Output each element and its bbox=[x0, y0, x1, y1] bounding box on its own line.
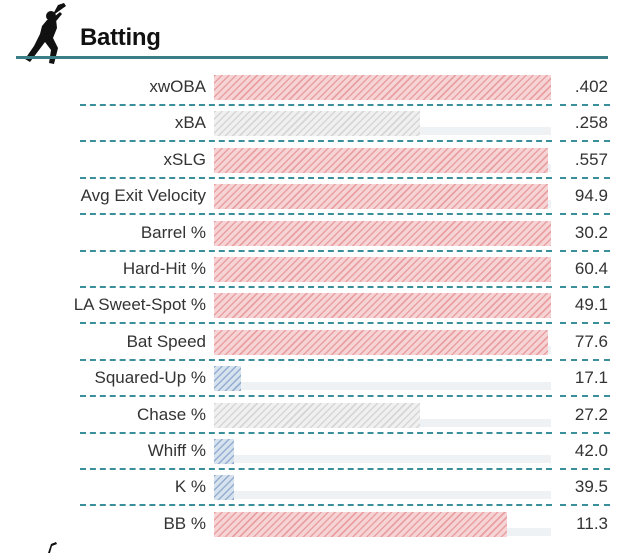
row-divider bbox=[80, 176, 552, 179]
metric-label: Hard-Hit % bbox=[122, 259, 206, 278]
metric-label: Barrel % bbox=[140, 222, 206, 242]
row-divider bbox=[560, 468, 610, 470]
metric-row: Bat Speed 77.6 bbox=[0, 325, 628, 361]
metric-bar bbox=[214, 257, 551, 282]
metric-row: Squared-Up % 17.1 bbox=[0, 361, 628, 398]
metric-bar bbox=[214, 220, 551, 246]
metric-bar bbox=[214, 439, 234, 464]
metric-bar bbox=[214, 402, 420, 428]
metric-row: Hard-Hit % 60.4 bbox=[0, 252, 628, 288]
metric-value: 11.3 bbox=[576, 513, 608, 533]
metric-value: 39.5 bbox=[574, 477, 608, 497]
metric-row: Chase % 27.2 bbox=[0, 398, 628, 434]
metric-label: LA Sweet-Spot % bbox=[73, 295, 206, 315]
batter-icon bbox=[25, 3, 66, 64]
header-rule bbox=[16, 56, 608, 59]
metric-bar bbox=[214, 184, 548, 210]
metric-row: xwOBA .402 bbox=[0, 70, 628, 106]
row-divider bbox=[80, 504, 552, 507]
row-divider bbox=[80, 468, 552, 470]
metric-row: Avg Exit Velocity 94.9 bbox=[0, 179, 628, 216]
metric-track bbox=[214, 455, 551, 463]
row-divider bbox=[80, 286, 552, 288]
metric-value: 30.2 bbox=[574, 222, 608, 242]
metric-track bbox=[214, 382, 551, 391]
next-section-icon bbox=[48, 542, 57, 553]
metric-value: .258 bbox=[574, 113, 608, 133]
row-divider bbox=[80, 358, 552, 361]
metric-value: .402 bbox=[574, 77, 608, 96]
metric-label: xSLG bbox=[163, 149, 206, 169]
metric-label: Whiff % bbox=[147, 441, 206, 460]
metric-row: K % 39.5 bbox=[0, 470, 628, 507]
row-divider bbox=[560, 213, 610, 216]
row-divider bbox=[560, 431, 610, 434]
metric-row: xSLG .557 bbox=[0, 143, 628, 179]
row-divider bbox=[560, 504, 610, 507]
metric-label: xBA bbox=[174, 113, 206, 133]
metric-label: Avg Exit Velocity bbox=[80, 186, 206, 206]
row-divider bbox=[80, 395, 552, 398]
row-divider bbox=[80, 431, 552, 434]
metric-value: 27.2 bbox=[574, 404, 608, 424]
metric-bar bbox=[214, 293, 551, 319]
metric-row: xBA .258 bbox=[0, 106, 628, 143]
batting-header: Batting bbox=[0, 0, 628, 64]
metric-label: Chase % bbox=[137, 404, 206, 424]
metric-bar bbox=[214, 147, 548, 173]
metric-value: .557 bbox=[574, 149, 608, 169]
row-divider bbox=[560, 176, 610, 179]
row-divider bbox=[560, 249, 610, 252]
metric-value: 77.6 bbox=[574, 331, 608, 351]
metric-bar bbox=[214, 511, 507, 537]
row-divider bbox=[560, 286, 610, 288]
metric-value: 17.1 bbox=[574, 368, 608, 388]
row-divider bbox=[80, 213, 552, 216]
metric-row: Whiff % 42.0 bbox=[0, 434, 628, 470]
row-divider bbox=[560, 322, 610, 325]
row-divider bbox=[560, 395, 610, 398]
section-title: Batting bbox=[80, 24, 161, 51]
row-divider bbox=[80, 104, 552, 106]
metric-value: 60.4 bbox=[574, 259, 608, 278]
metric-label: Bat Speed bbox=[126, 331, 206, 351]
metric-track bbox=[214, 491, 551, 500]
metric-row: LA Sweet-Spot % 49.1 bbox=[0, 288, 628, 325]
metric-label: K % bbox=[174, 477, 206, 497]
row-divider bbox=[80, 322, 552, 325]
metric-bar bbox=[214, 475, 234, 501]
metric-value: 94.9 bbox=[574, 186, 608, 206]
row-divider bbox=[560, 140, 610, 143]
metric-bar bbox=[214, 75, 551, 100]
row-divider bbox=[560, 358, 610, 361]
metric-bar bbox=[214, 111, 420, 137]
metric-value: 49.1 bbox=[574, 295, 608, 315]
metric-bar bbox=[214, 366, 241, 392]
row-divider bbox=[80, 140, 552, 143]
metric-bar bbox=[214, 329, 548, 355]
metric-label: BB % bbox=[163, 513, 206, 533]
metric-label: xwOBA bbox=[149, 77, 206, 96]
metric-row: BB % 11.3 bbox=[0, 507, 628, 543]
metric-value: 42.0 bbox=[574, 441, 608, 460]
metric-row: Barrel % 30.2 bbox=[0, 216, 628, 252]
row-divider bbox=[80, 249, 552, 252]
metric-label: Squared-Up % bbox=[94, 368, 206, 388]
row-divider bbox=[560, 104, 610, 106]
